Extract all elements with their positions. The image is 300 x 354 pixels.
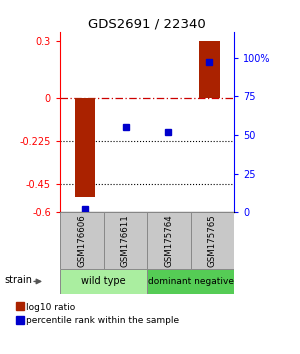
Bar — [147, 212, 190, 269]
Text: GSM175765: GSM175765 — [208, 214, 217, 267]
Legend: log10 ratio, percentile rank within the sample: log10 ratio, percentile rank within the … — [16, 302, 181, 326]
Bar — [147, 269, 234, 294]
Text: GSM175764: GSM175764 — [164, 214, 173, 267]
Title: GDS2691 / 22340: GDS2691 / 22340 — [88, 18, 206, 31]
Text: dominant negative: dominant negative — [148, 277, 233, 286]
Bar — [74, 98, 95, 197]
Text: wild type: wild type — [81, 276, 126, 286]
Text: GSM176606: GSM176606 — [77, 214, 86, 267]
Text: strain: strain — [5, 275, 33, 285]
Bar — [60, 212, 103, 269]
Bar — [199, 41, 220, 98]
Bar — [190, 212, 234, 269]
Text: GSM176611: GSM176611 — [121, 214, 130, 267]
Bar — [103, 212, 147, 269]
Bar — [60, 269, 147, 294]
